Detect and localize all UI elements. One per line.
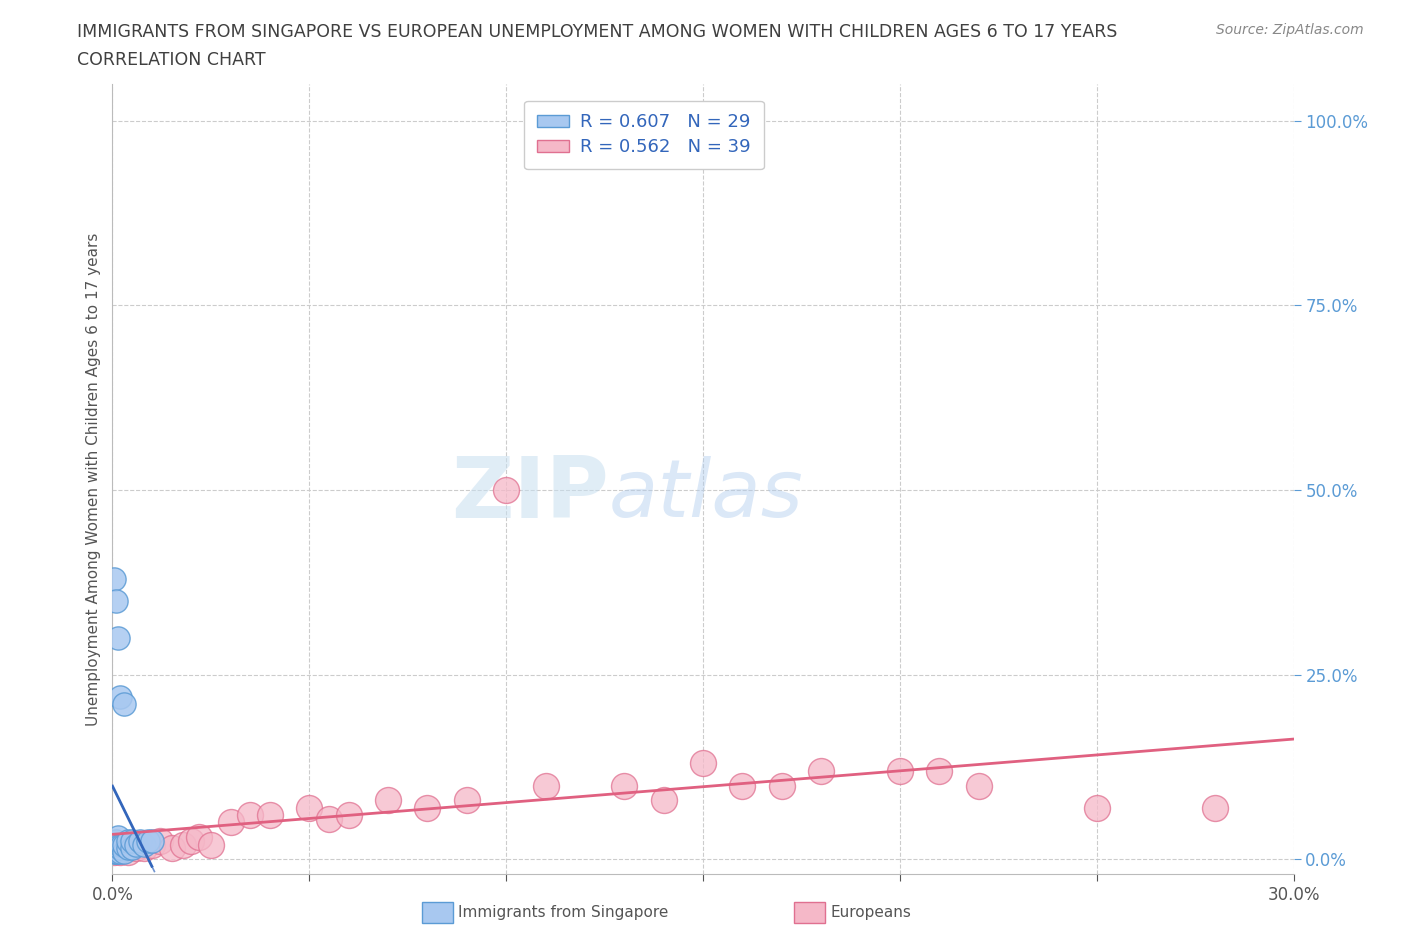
Point: [770, 778, 793, 793]
Point: [112, 697, 135, 711]
Point: [219, 815, 242, 830]
Point: [125, 841, 148, 856]
Point: [121, 837, 143, 852]
Point: [112, 837, 135, 852]
Point: [110, 837, 132, 852]
Point: [117, 841, 139, 856]
Point: [112, 841, 135, 856]
Point: [810, 764, 832, 778]
Point: [121, 841, 143, 856]
Point: [652, 793, 675, 808]
Point: [377, 793, 399, 808]
Point: [121, 833, 143, 848]
Point: [456, 793, 478, 808]
Point: [200, 837, 222, 852]
Point: [129, 833, 152, 848]
Point: [188, 830, 211, 844]
Text: Source: ZipAtlas.com: Source: ZipAtlas.com: [1216, 23, 1364, 37]
Point: [416, 801, 439, 816]
Point: [105, 841, 128, 856]
Point: [132, 837, 155, 852]
Point: [318, 811, 340, 826]
Point: [110, 844, 132, 859]
Point: [105, 837, 128, 852]
Text: Immigrants from Singapore: Immigrants from Singapore: [458, 905, 669, 920]
Y-axis label: Unemployment Among Women with Children Ages 6 to 17 years: Unemployment Among Women with Children A…: [86, 232, 101, 725]
Point: [125, 837, 148, 852]
Point: [107, 841, 129, 856]
Point: [928, 764, 950, 778]
Point: [129, 837, 152, 852]
Point: [141, 833, 163, 848]
Point: [731, 778, 754, 793]
Point: [110, 844, 132, 859]
Point: [298, 801, 321, 816]
Legend: R = 0.607   N = 29, R = 0.562   N = 39: R = 0.607 N = 29, R = 0.562 N = 39: [524, 100, 763, 169]
Point: [111, 837, 134, 852]
Text: Europeans: Europeans: [831, 905, 912, 920]
Point: [103, 844, 125, 859]
Point: [149, 833, 172, 848]
Point: [105, 841, 128, 856]
Text: ZIP: ZIP: [451, 453, 609, 537]
Point: [1085, 801, 1108, 816]
Point: [239, 807, 262, 822]
Point: [110, 841, 132, 856]
Point: [104, 844, 127, 859]
Point: [337, 807, 360, 822]
Point: [967, 778, 990, 793]
Point: [180, 833, 202, 848]
Point: [495, 483, 517, 498]
Point: [103, 837, 125, 852]
Point: [132, 841, 155, 856]
Point: [534, 778, 557, 793]
Point: [103, 571, 125, 586]
Point: [1204, 801, 1226, 816]
Point: [105, 593, 128, 608]
Point: [141, 837, 163, 852]
Point: [613, 778, 636, 793]
Point: [110, 689, 132, 704]
Point: [172, 837, 194, 852]
Point: [692, 756, 714, 771]
Text: atlas: atlas: [609, 456, 803, 534]
Point: [103, 844, 125, 859]
Point: [889, 764, 911, 778]
Text: CORRELATION CHART: CORRELATION CHART: [77, 51, 266, 69]
Point: [259, 807, 281, 822]
Point: [110, 837, 132, 852]
Point: [136, 833, 159, 848]
Point: [107, 631, 129, 645]
Point: [107, 830, 129, 844]
Point: [117, 844, 139, 859]
Point: [112, 844, 135, 859]
Point: [105, 844, 128, 859]
Point: [105, 833, 128, 848]
Point: [160, 841, 183, 856]
Point: [117, 833, 139, 848]
Text: IMMIGRANTS FROM SINGAPORE VS EUROPEAN UNEMPLOYMENT AMONG WOMEN WITH CHILDREN AGE: IMMIGRANTS FROM SINGAPORE VS EUROPEAN UN…: [77, 23, 1118, 41]
